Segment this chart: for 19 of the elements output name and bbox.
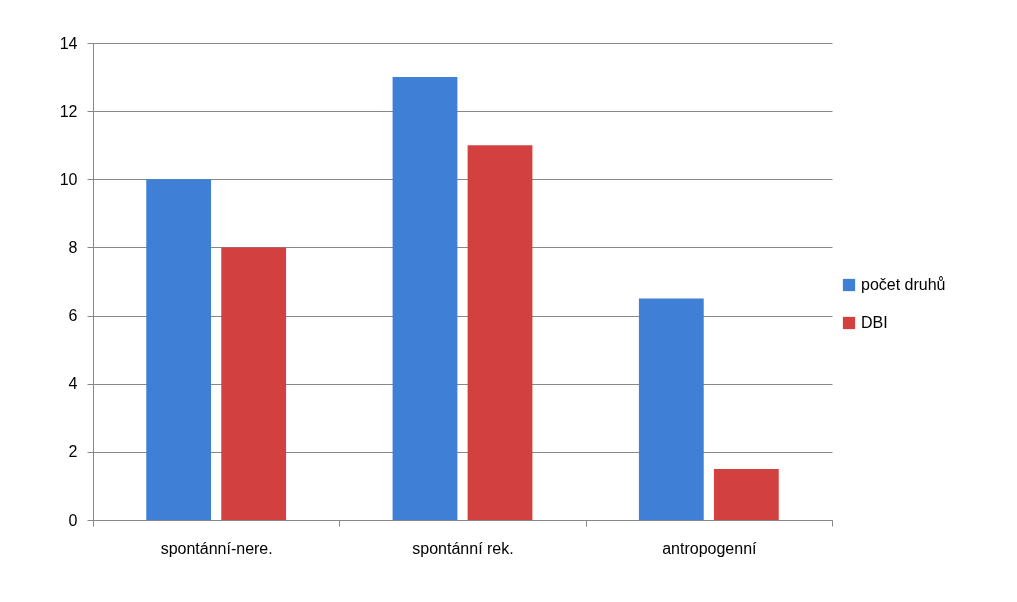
y-tick-label: 0 <box>68 511 78 529</box>
bar <box>467 145 533 520</box>
y-tick-label: 14 <box>59 34 78 52</box>
x-tick-label: spontánní-nere. <box>160 539 273 557</box>
x-tick-label: spontánní rek. <box>412 539 514 557</box>
y-tick-label: 8 <box>68 238 78 256</box>
y-tick-label: 10 <box>59 170 78 188</box>
bar <box>392 77 458 520</box>
y-tick-label: 4 <box>68 375 78 393</box>
y-tick-label: 6 <box>68 307 78 325</box>
bar <box>638 298 704 520</box>
legend-label: počet druhů <box>861 276 946 293</box>
y-tick-label: 2 <box>68 443 78 461</box>
bar <box>146 179 212 520</box>
legend-label: DBI <box>861 314 888 331</box>
bar <box>713 468 779 520</box>
y-tick-label: 12 <box>59 102 78 120</box>
x-tick-label: antropogenní <box>662 539 758 557</box>
bar <box>221 247 287 520</box>
